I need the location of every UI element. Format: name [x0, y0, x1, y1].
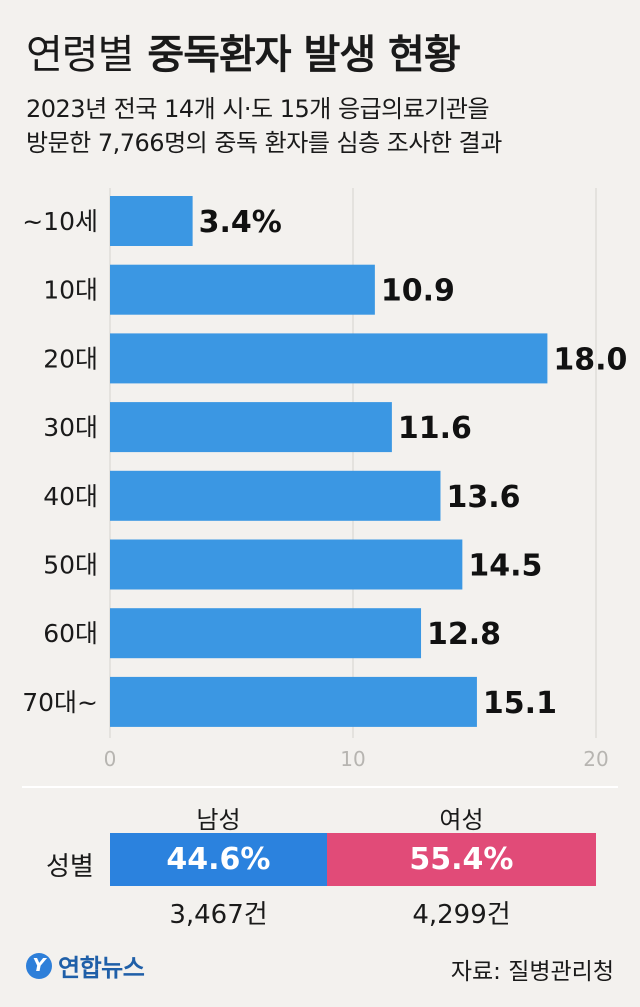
title-light: 연령별 [26, 32, 134, 78]
female-heading: 여성 [439, 806, 484, 834]
divider [22, 786, 618, 788]
bar-5 [110, 539, 463, 590]
x-tick-label: 10 [340, 747, 365, 771]
source-note: 자료: 질병관리청 [450, 959, 614, 985]
category-label: ~10세 [22, 207, 98, 236]
value-label: 15.1 [483, 686, 557, 721]
category-label: 40대 [43, 482, 98, 511]
subtitle: 2023년 전국 14개 시·도 15개 응급의료기관을 방문한 7,766명의… [26, 92, 626, 160]
title: 연령별 중독환자 발생 현황 [26, 22, 461, 78]
age-bar-chart: ~10세 3.4% 10대 10.9 20대 18.0 30대 11.6 40대 13.6 50대 1… [22, 188, 627, 771]
subtitle-line-2: 방문한 7,766명의 중독 환자를 심층 조사한 결과 [26, 129, 502, 157]
male-share-bar: 44.6% [110, 833, 327, 886]
category-label: 60대 [43, 619, 98, 648]
gender-row-label: 성별 [46, 852, 94, 882]
female-share-bar: 55.4% [326, 833, 596, 886]
category-label: 70대~ [22, 688, 98, 717]
x-tick-label: 0 [104, 747, 117, 771]
title-bold: 중독환자 발생 현황 [147, 32, 460, 78]
logo-text: 연합뉴스 [58, 954, 145, 982]
value-label: 13.6 [446, 480, 520, 515]
category-label: 50대 [43, 551, 98, 580]
yonhap-logo: Y 연합뉴스 [26, 948, 145, 983]
value-label: 12.8 [427, 617, 501, 652]
bar-4 [110, 470, 441, 521]
female-count: 4,299건 [412, 900, 511, 930]
category-label: 10대 [43, 276, 98, 305]
value-label: 10.9 [381, 274, 455, 309]
value-label: 3.4% [199, 205, 282, 240]
value-label: 14.5 [468, 549, 542, 584]
subtitle-line-1: 2023년 전국 14개 시·도 15개 응급의료기관을 [26, 95, 490, 123]
bar-0 [110, 196, 193, 246]
male-percent: 44.6% [166, 842, 271, 877]
x-tick-label: 20 [583, 747, 608, 771]
female-percent: 55.4% [409, 842, 514, 877]
value-label: 11.6 [398, 411, 472, 446]
bar-7 [110, 676, 477, 727]
yonhap-logo-icon: Y [26, 952, 52, 979]
bar-3 [110, 402, 392, 453]
male-count: 3,467건 [169, 900, 268, 930]
bar-6 [110, 608, 422, 659]
category-label: 20대 [43, 344, 98, 373]
bar-2 [110, 333, 548, 384]
male-heading: 남성 [196, 806, 241, 834]
bar-1 [110, 264, 375, 315]
category-label: 30대 [43, 413, 98, 442]
value-label: 18.0 [553, 342, 627, 377]
